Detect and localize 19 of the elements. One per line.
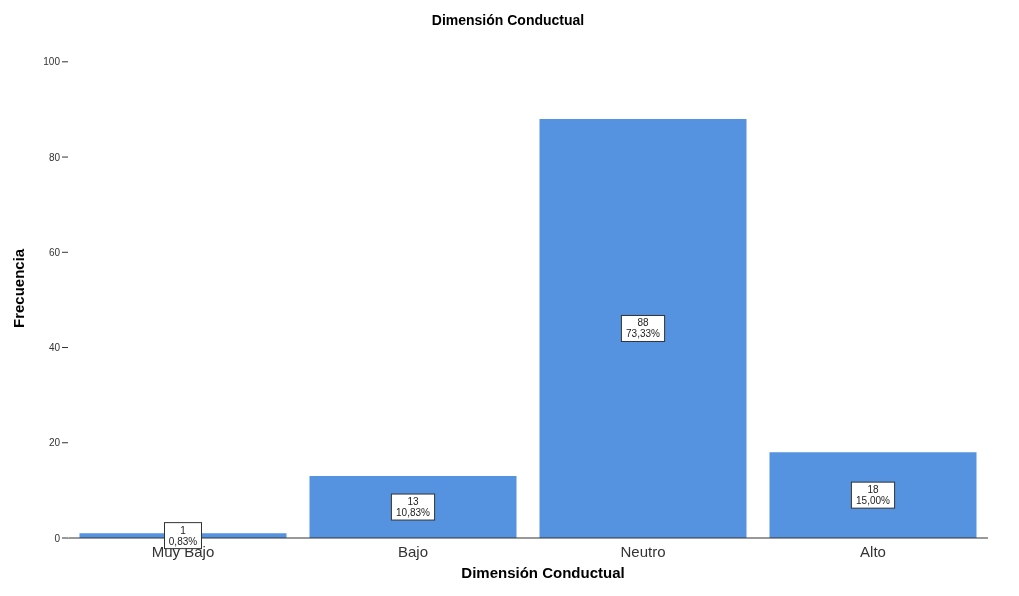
data-label: 18 15,00% bbox=[856, 484, 891, 507]
y-axis-title: Frecuencia bbox=[10, 248, 27, 328]
x-tick-label: Bajo bbox=[397, 542, 429, 560]
y-tick-label: 40 bbox=[48, 342, 61, 354]
bar bbox=[309, 476, 517, 538]
y-tick-label: 80 bbox=[48, 151, 61, 163]
x-tick-label: Alto bbox=[860, 542, 886, 560]
x-tick-label: Neutro bbox=[620, 542, 666, 560]
x-axis-title: Dimensión Conductual bbox=[460, 564, 626, 581]
y-tick-label: 100 bbox=[43, 56, 61, 68]
data-label: 1 0,83% bbox=[168, 524, 198, 547]
y-tick-label: 0 bbox=[54, 532, 61, 544]
y-tick-label: 20 bbox=[48, 437, 61, 449]
chart-title: Dimensión Conductual bbox=[430, 12, 586, 28]
data-label: 13 10,83% bbox=[396, 496, 431, 519]
bar bbox=[539, 118, 747, 538]
data-label: 88 73,33% bbox=[626, 317, 661, 340]
y-tick-label: 60 bbox=[48, 246, 61, 258]
bar bbox=[769, 452, 977, 538]
